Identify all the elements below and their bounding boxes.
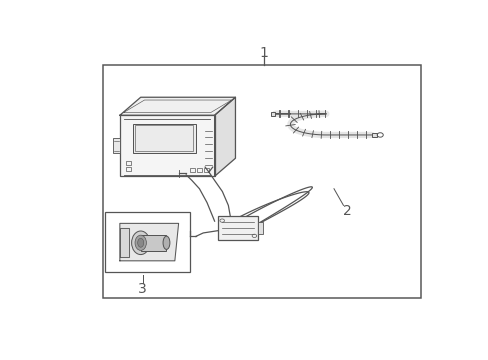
Bar [218, 216, 258, 240]
Polygon shape [214, 97, 235, 176]
Bar [135, 125, 193, 151]
Ellipse shape [131, 231, 149, 255]
Ellipse shape [163, 236, 169, 249]
Text: 1: 1 [259, 46, 268, 60]
Bar [371, 133, 376, 136]
Bar [203, 168, 208, 172]
Polygon shape [120, 97, 235, 115]
Bar [125, 167, 131, 171]
Text: 3: 3 [138, 282, 147, 296]
Bar [125, 161, 131, 165]
Text: 2: 2 [342, 204, 351, 218]
Ellipse shape [135, 235, 146, 251]
Bar [270, 112, 275, 116]
Bar [133, 123, 195, 153]
Polygon shape [120, 228, 129, 257]
Bar [113, 138, 120, 153]
Bar [196, 168, 202, 172]
Bar [189, 168, 195, 172]
Bar [120, 115, 214, 176]
Bar [104, 212, 189, 272]
Ellipse shape [138, 238, 143, 247]
Bar [258, 222, 262, 234]
Bar [141, 235, 166, 251]
Bar [102, 66, 420, 298]
Polygon shape [120, 223, 178, 261]
